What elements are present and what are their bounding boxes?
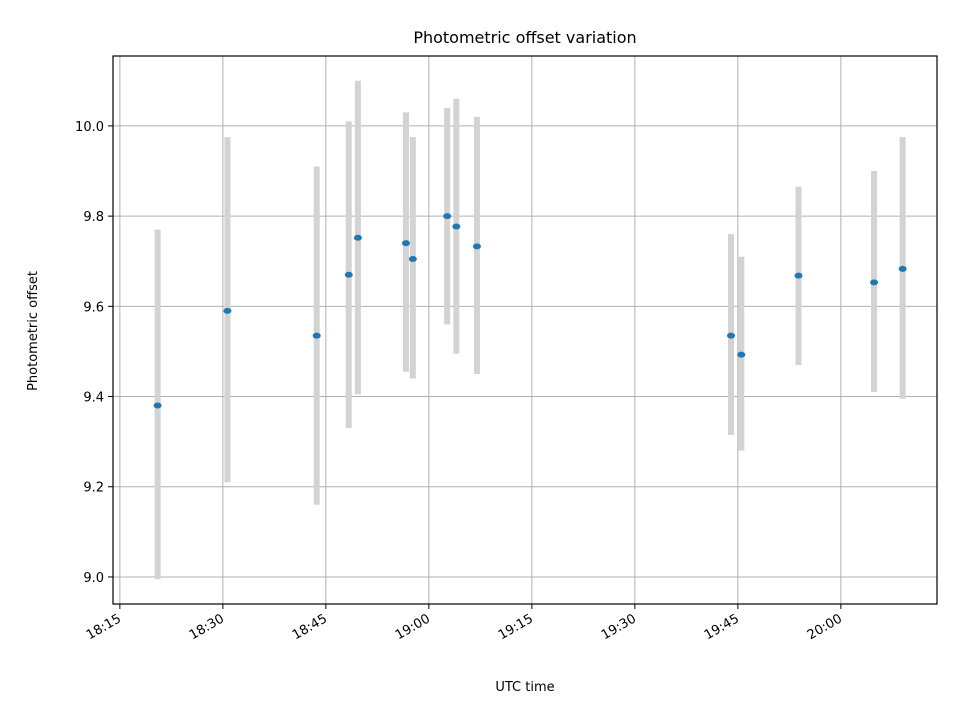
data-point	[794, 272, 803, 279]
data-point	[401, 240, 410, 247]
data-point	[452, 223, 461, 230]
y-tick-label: 9.0	[83, 571, 104, 586]
data-point	[344, 271, 353, 278]
y-axis-label: Photometric offset	[26, 271, 41, 391]
data-point	[898, 265, 907, 272]
y-tick-label: 9.2	[83, 481, 104, 496]
data-point	[737, 351, 746, 358]
y-tick-label: 10.0	[75, 120, 104, 135]
data-point	[727, 332, 735, 339]
data-points	[153, 213, 907, 409]
y-tick-label: 9.8	[83, 210, 104, 225]
data-point	[443, 213, 452, 220]
data-point	[223, 307, 232, 314]
y-axis-ticks: 9.0 9.2 9.4 9.6 9.8 10.0	[75, 120, 113, 586]
y-tick-label: 9.4	[83, 391, 104, 406]
data-point	[353, 234, 362, 241]
x-axis-label: UTC time	[495, 680, 554, 695]
data-point	[153, 402, 162, 409]
chart-title: Photometric offset variation	[413, 28, 636, 47]
plot-frame	[112, 55, 938, 605]
data-point	[870, 279, 879, 286]
data-point	[472, 243, 481, 250]
data-point	[408, 255, 417, 262]
data-point	[312, 332, 321, 339]
y-tick-label: 9.6	[83, 300, 104, 315]
